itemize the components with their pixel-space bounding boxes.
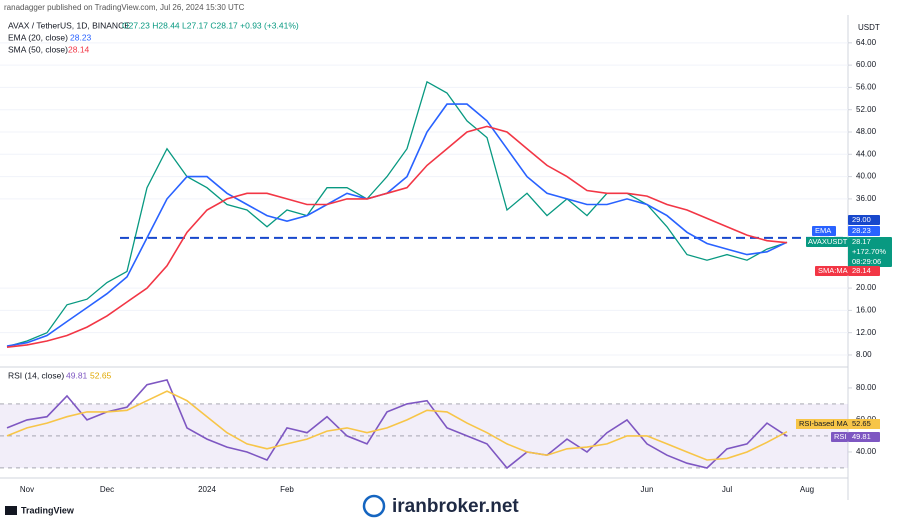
logo-text: TradingView (21, 505, 75, 515)
series-line (6, 103, 788, 347)
rsi-ma-name-tag: RSI-based MA (799, 419, 848, 428)
sma-value-tag-box (848, 266, 880, 276)
hline-tag: 29.00 (852, 215, 871, 224)
price-name-tag-box (806, 237, 848, 247)
rsi-value-tag: 49.81 (852, 432, 871, 441)
y-tick-label: 64.00 (856, 38, 877, 47)
rsi-ma-value-tag: 52.65 (852, 419, 871, 428)
rsi-name-tag: RSI (834, 432, 847, 441)
series-line (6, 125, 788, 348)
rsi-ma-value-box (848, 419, 880, 429)
rsi-ma-name-box (796, 419, 848, 429)
sma-value-tag: 28.14 (852, 266, 871, 275)
symbol: AVAX / TetherUS, 1D, BINANCE (8, 20, 130, 30)
y-tick-label: 8.00 (856, 350, 872, 359)
y-tick-label: 56.00 (856, 83, 877, 92)
y-tick-label: 44.00 (856, 149, 877, 158)
ema-value-tag: 28.23 (852, 226, 871, 235)
rsi-legend-value: 49.81 (66, 370, 88, 380)
series-line (6, 80, 788, 348)
series-line (6, 378, 788, 470)
rsi-ma-legend-value: 52.65 (90, 370, 112, 380)
watermark-logo (362, 494, 386, 518)
price-countdown-tag: 08:29:06 (852, 257, 881, 266)
x-tick-label: Jun (641, 485, 654, 494)
y-tick-label: 52.00 (856, 105, 877, 114)
ema-legend-value: 28.23 (70, 32, 92, 42)
hline-tag-box (848, 215, 880, 225)
price-change-tag: +172.70% (852, 247, 886, 256)
y-tick-label: 36.00 (856, 194, 877, 203)
x-tick-label: 2024 (198, 485, 216, 494)
y-tick-label: 40.00 (856, 447, 877, 456)
x-tick-label: Jul (722, 485, 732, 494)
y-tick-label: 60.00 (856, 60, 877, 69)
published-line: ranadagger published on TradingView.com,… (4, 3, 245, 12)
y-tick-label: 40.00 (856, 172, 877, 181)
sma-legend-value: 28.14 (68, 44, 90, 54)
ema-value-tag-box (848, 226, 880, 236)
y-tick-label: 80.00 (856, 383, 877, 392)
series-line (6, 390, 788, 461)
rsi-name-tag-box (831, 432, 848, 442)
logo-icon (5, 506, 17, 515)
y-tick-label: 12.00 (856, 328, 877, 337)
price-name-tag: AVAXUSDT (808, 237, 848, 246)
y-tick-label: 16.00 (856, 305, 877, 314)
y-tick-label: 48.00 (856, 127, 877, 136)
tv-logo: TradingView (5, 505, 75, 515)
rsi-title: RSI (14, close) (8, 370, 64, 380)
price-value-box (848, 237, 892, 267)
x-tick-label: Dec (100, 485, 114, 494)
ema-legend: EMA (20, close) (8, 32, 68, 42)
currency: USDT (858, 23, 880, 32)
y-tick-label: 20.00 (856, 283, 877, 292)
watermark-text: iranbroker.net (392, 496, 519, 517)
watermark: iranbroker.net (362, 494, 519, 518)
price-value-tag: 28.17 (852, 237, 871, 246)
x-tick-label: Nov (20, 485, 34, 494)
x-tick-label: Feb (280, 485, 294, 494)
sma-name-tag: SMA:MA (818, 266, 848, 275)
rsi-value-tag-box (848, 432, 880, 442)
ema-name-tag-box (812, 226, 836, 236)
x-tick-label: Aug (800, 485, 814, 494)
ema-name-tag: EMA (815, 226, 831, 235)
sma-name-tag-box (815, 266, 848, 276)
sma-legend: SMA (50, close) (8, 44, 68, 54)
ohlc: O27.23 H28.44 L27.17 C28.17 +0.93 (+3.41… (122, 20, 299, 30)
